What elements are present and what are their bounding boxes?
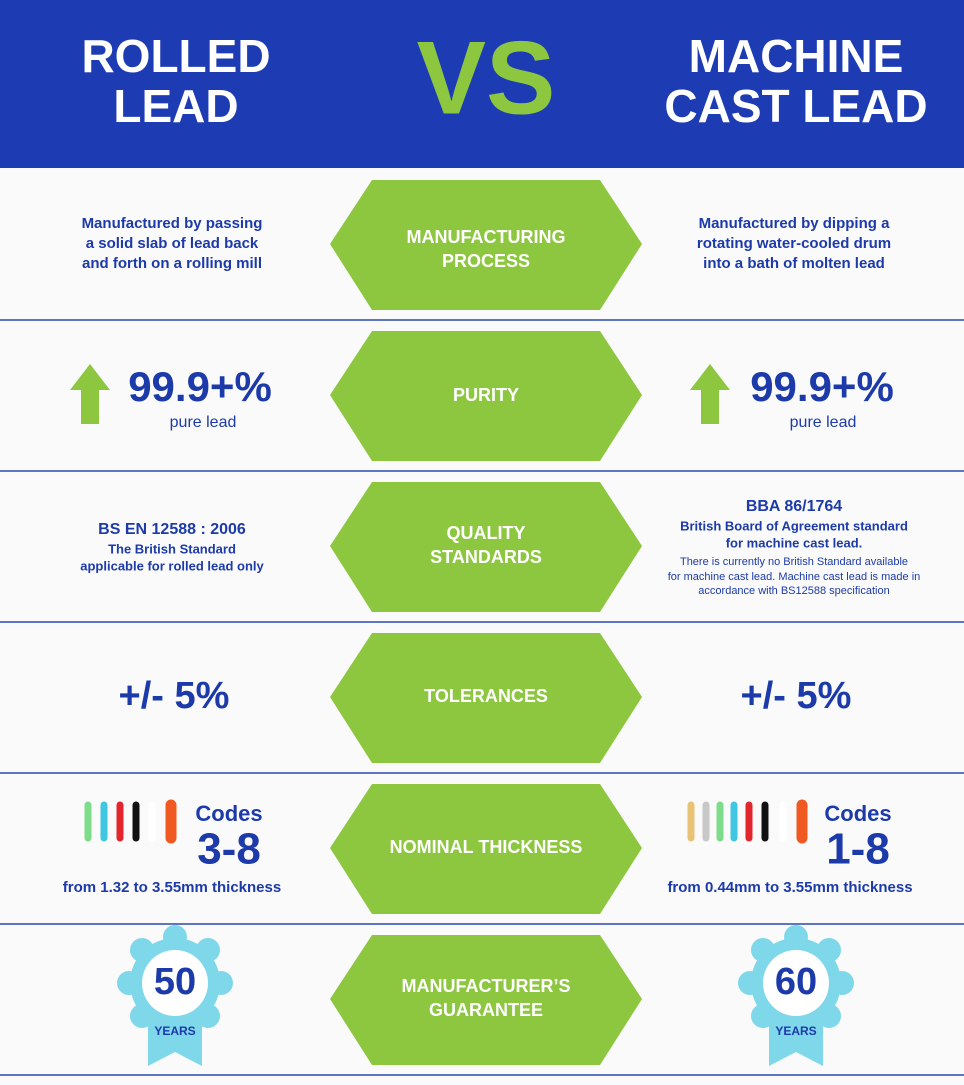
badge-scallop [117, 971, 141, 995]
header-band [0, 0, 964, 168]
badge-scallop [751, 1004, 775, 1028]
badge-scallop [830, 971, 854, 995]
codes-caption: from 1.32 to 3.55mm thickness [63, 879, 281, 896]
codes-value: 1-8 [826, 825, 890, 874]
purity-caption: pure lead [790, 414, 857, 431]
badge-scallop [817, 1004, 841, 1028]
right-text: rotating water-cooled drum [697, 235, 891, 252]
hexagon [330, 482, 642, 612]
codes-caption: from 0.44mm to 3.55mm thickness [667, 879, 912, 896]
standard-note: There is currently no British Standard a… [680, 556, 908, 568]
tolerance-value: +/- 5% [119, 675, 230, 717]
left-text: a solid slab of lead back [86, 235, 259, 252]
purity-value: 99.9+% [128, 363, 272, 410]
standard-note: accordance with BS12588 specification [698, 585, 889, 597]
row-label: TOLERANCES [424, 686, 548, 706]
row-label: STANDARDS [430, 547, 542, 567]
badge [738, 925, 854, 1066]
standard-title: BBA 86/1764 [746, 498, 842, 515]
codes-value: 3-8 [197, 825, 261, 874]
badge-scallop [751, 938, 775, 962]
badge-scallop [130, 938, 154, 962]
codes-label: Codes [824, 801, 891, 826]
badge-unit: YEARS [154, 1024, 195, 1038]
badge [117, 925, 233, 1066]
left-title: ROLLED [81, 30, 270, 82]
left-title: LEAD [113, 80, 238, 132]
badge-scallop [738, 971, 762, 995]
badge-unit: YEARS [775, 1024, 816, 1038]
right-title: MACHINE [689, 30, 904, 82]
standard-note: for machine cast lead. Machine cast lead… [668, 571, 921, 583]
badge-scallop [196, 938, 220, 962]
row-label: PROCESS [442, 251, 530, 271]
row-label: PURITY [453, 385, 519, 405]
vs: VS [417, 20, 556, 136]
standard-text: The British Standard [108, 541, 236, 556]
hexagon [330, 935, 642, 1065]
badge-scallop [196, 1004, 220, 1028]
up-arrow [70, 364, 110, 424]
standard-text: for machine cast lead. [726, 535, 863, 550]
tolerance-value: +/- 5% [741, 675, 852, 717]
badge-scallop [817, 938, 841, 962]
hexagon [330, 331, 642, 461]
badge-center [142, 950, 208, 1016]
left-text: Manufactured by passing [82, 215, 263, 232]
up-arrow [690, 364, 730, 424]
standard-text: British Board of Agreement standard [680, 518, 908, 533]
standard-text: applicable for rolled lead only [80, 558, 264, 573]
badge-center [763, 950, 829, 1016]
standard-title: BS EN 12588 : 2006 [98, 521, 246, 538]
row-label: MANUFACTURER’S [402, 976, 571, 996]
code-bars [84, 799, 808, 844]
right-text: Manufactured by dipping a [699, 215, 890, 232]
hexagon [330, 784, 642, 914]
row-label: GUARANTEE [429, 1000, 543, 1020]
row-label: QUALITY [447, 523, 526, 543]
row-label: NOMINAL THICKNESS [390, 837, 583, 857]
right-title: CAST LEAD [664, 80, 927, 132]
separators [0, 319, 964, 1076]
purity-value: 99.9+% [750, 363, 894, 410]
right-text: into a bath of molten lead [703, 255, 885, 272]
badge-scallop [130, 1004, 154, 1028]
codes-label: Codes [195, 801, 262, 826]
badge-scallop [784, 925, 808, 949]
hexagon [330, 633, 642, 763]
hexagons [330, 180, 642, 1065]
badge-scallop [209, 971, 233, 995]
badge-years: 50 [154, 961, 196, 1003]
left-text: and forth on a rolling mill [82, 255, 262, 272]
hexagon [330, 180, 642, 310]
badge-scallop [163, 925, 187, 949]
row-label: MANUFACTURING [407, 227, 566, 247]
purity-caption: pure lead [170, 414, 237, 431]
badge-years: 60 [775, 961, 817, 1003]
